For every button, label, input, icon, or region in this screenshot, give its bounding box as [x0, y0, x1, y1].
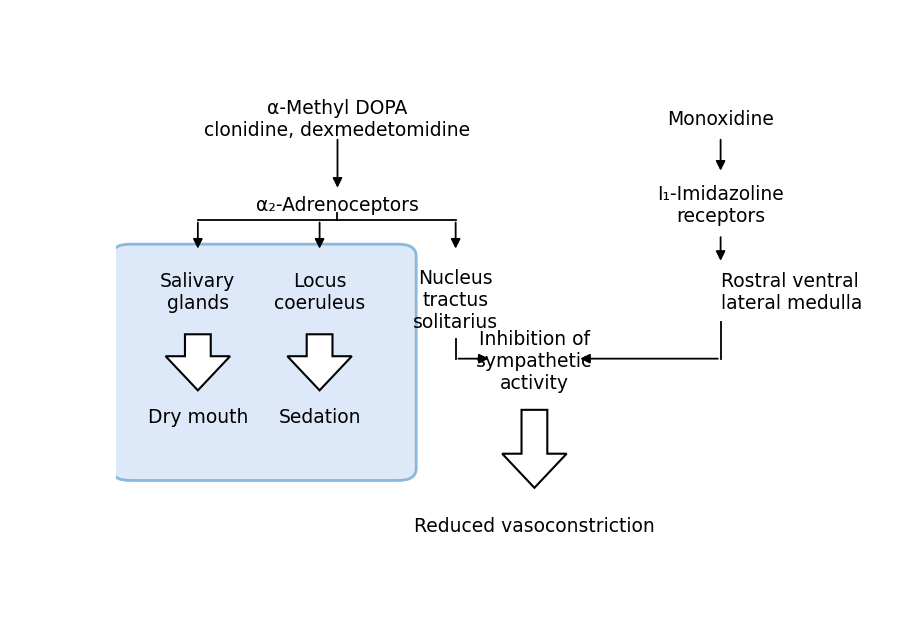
Text: Inhibition of
sympathetic
activity: Inhibition of sympathetic activity	[476, 330, 592, 392]
Text: Nucleus
tractus
solitarius: Nucleus tractus solitarius	[413, 268, 498, 332]
Polygon shape	[287, 334, 352, 391]
Text: Locus
coeruleus: Locus coeruleus	[274, 272, 365, 313]
Text: α-Methyl DOPA
clonidine, dexmedetomidine: α-Methyl DOPA clonidine, dexmedetomidine	[204, 99, 470, 141]
Text: Salivary
glands: Salivary glands	[160, 272, 236, 313]
Text: Dry mouth: Dry mouth	[148, 408, 248, 427]
Polygon shape	[165, 334, 230, 391]
Text: I₁-Imidazoline
receptors: I₁-Imidazoline receptors	[657, 185, 784, 225]
Text: α₂-Adrenoceptors: α₂-Adrenoceptors	[256, 196, 419, 215]
Text: Rostral ventral
lateral medulla: Rostral ventral lateral medulla	[721, 272, 862, 313]
Text: Monoxidine: Monoxidine	[667, 110, 774, 129]
Text: Reduced vasoconstriction: Reduced vasoconstriction	[414, 517, 655, 536]
FancyBboxPatch shape	[112, 244, 416, 480]
Text: Sedation: Sedation	[278, 408, 361, 427]
Polygon shape	[503, 410, 566, 488]
